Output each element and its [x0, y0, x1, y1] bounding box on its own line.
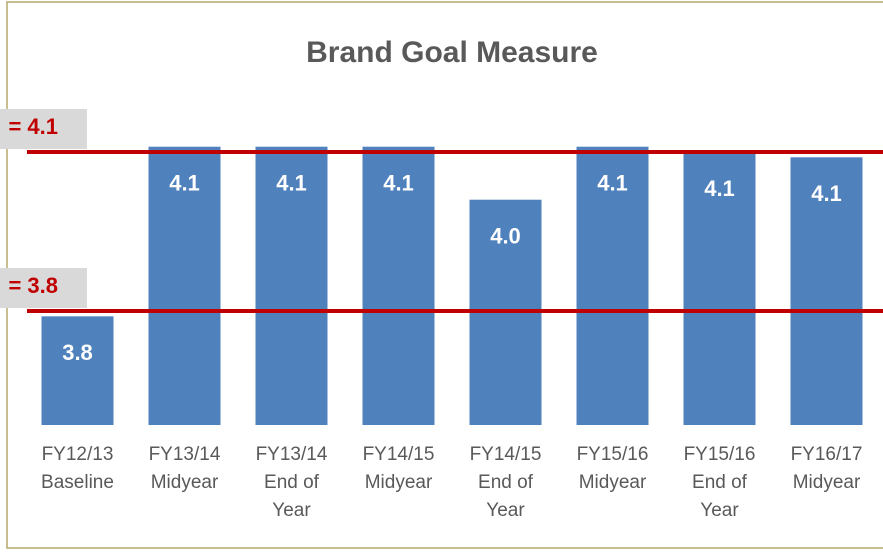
bar	[41, 316, 114, 425]
chart-title: Brand Goal Measure	[306, 36, 598, 69]
data-label: 4.1	[597, 171, 628, 196]
x-tick-label: Year	[272, 500, 311, 521]
bar	[683, 152, 756, 426]
x-tick-label: FY15/16	[577, 444, 649, 465]
x-tick-label: End of	[692, 472, 748, 493]
x-tick-label: Midyear	[365, 472, 433, 493]
x-tick-label: FY14/15	[363, 444, 435, 465]
data-label: 3.8	[62, 340, 93, 365]
bar	[362, 146, 435, 425]
data-label: 4.1	[169, 171, 200, 196]
data-label: 4.1	[704, 176, 735, 201]
x-tick-label: FY16/17	[791, 444, 863, 465]
x-tick-label: FY14/15	[470, 444, 542, 465]
x-tick-label: FY12/13	[42, 444, 114, 465]
bar	[255, 146, 328, 425]
data-label: 4.0	[490, 224, 521, 249]
x-tick-label: FY13/14	[149, 444, 221, 465]
x-tick-label: Baseline	[41, 472, 114, 493]
x-tick-label: End of	[264, 472, 320, 493]
data-label: 4.1	[276, 171, 307, 196]
reference-label: = 3.8	[8, 273, 58, 298]
reference-label: = 4.1	[8, 114, 58, 139]
x-tick-label: FY15/16	[684, 444, 756, 465]
data-label: 4.1	[383, 171, 414, 196]
bar	[148, 146, 221, 425]
x-tick-label: Year	[486, 500, 525, 521]
x-tick-label: FY13/14	[256, 444, 328, 465]
reference-label-box	[0, 268, 87, 309]
x-tick-label: Midyear	[579, 472, 647, 493]
reference-label-box	[0, 109, 87, 150]
x-tick-label: End of	[478, 472, 534, 493]
bar	[790, 157, 863, 425]
data-label: 4.1	[811, 181, 842, 206]
x-tick-label: Midyear	[151, 472, 219, 493]
bar	[576, 146, 649, 425]
x-tick-label: Midyear	[793, 472, 861, 493]
x-tick-label: Year	[700, 500, 739, 521]
